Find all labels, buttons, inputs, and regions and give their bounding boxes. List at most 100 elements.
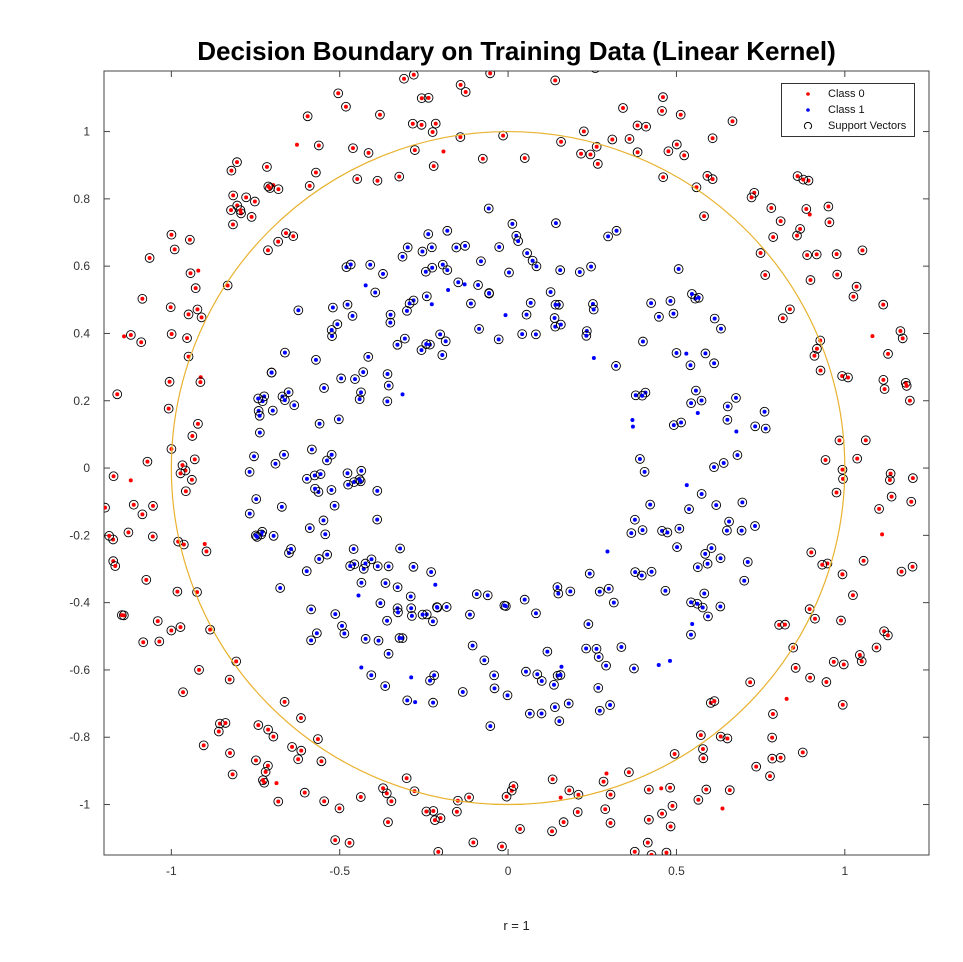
class-1-point bbox=[430, 619, 435, 624]
class-1-point bbox=[468, 301, 473, 306]
support-vector-marker bbox=[883, 630, 893, 641]
class-0-point bbox=[190, 433, 195, 438]
support-vector-marker bbox=[812, 343, 822, 354]
support-vector-marker bbox=[696, 489, 707, 499]
support-vector-marker bbox=[657, 106, 667, 116]
class-0-point bbox=[410, 121, 415, 126]
support-vector-marker bbox=[815, 335, 826, 346]
class-1-point bbox=[633, 393, 638, 398]
class-1-point bbox=[375, 488, 380, 493]
class-0-point bbox=[626, 770, 631, 775]
support-vector-marker bbox=[435, 813, 446, 823]
class-0-point bbox=[150, 534, 155, 539]
class-1-point bbox=[591, 355, 596, 360]
class-1-point bbox=[435, 605, 440, 610]
support-vector-marker bbox=[874, 504, 884, 514]
class-1-point bbox=[614, 228, 619, 233]
class-1-point bbox=[304, 476, 309, 481]
support-vector-marker bbox=[224, 674, 235, 685]
support-vector-marker bbox=[427, 127, 438, 137]
class-1-point bbox=[386, 564, 391, 569]
support-vector-marker bbox=[137, 293, 148, 304]
support-vector-marker bbox=[698, 753, 709, 764]
class-1-point bbox=[402, 336, 407, 341]
class-1-point bbox=[527, 711, 532, 716]
support-vector-marker bbox=[192, 304, 203, 315]
support-vector-marker bbox=[266, 367, 277, 378]
support-vector-marker bbox=[524, 860, 533, 869]
support-vector-marker bbox=[810, 613, 820, 624]
class-0-point bbox=[718, 734, 723, 739]
support-vector-marker bbox=[304, 181, 315, 191]
class-1-point bbox=[558, 673, 563, 678]
support-vector-marker bbox=[594, 586, 605, 597]
support-vector-marker bbox=[467, 50, 476, 59]
class-1-point bbox=[721, 460, 726, 465]
class-0-point bbox=[419, 96, 424, 101]
support-vector-marker bbox=[394, 171, 405, 182]
support-vector-marker bbox=[550, 702, 560, 713]
class-1-point bbox=[533, 332, 538, 337]
class-0-point bbox=[861, 558, 866, 563]
support-vector-marker bbox=[226, 165, 237, 176]
support-vector-marker bbox=[531, 608, 541, 619]
support-vector-marker bbox=[674, 523, 685, 534]
support-vector-marker bbox=[581, 643, 591, 654]
support-vector-marker bbox=[253, 393, 264, 404]
support-vector-marker bbox=[399, 333, 410, 344]
support-vector-marker bbox=[393, 607, 403, 618]
class-0-point bbox=[801, 177, 806, 182]
class-0-point bbox=[411, 72, 416, 77]
support-vector-marker bbox=[676, 417, 686, 428]
class-0-point bbox=[880, 532, 885, 537]
class-1-point bbox=[329, 452, 334, 457]
class-1-point bbox=[350, 313, 355, 318]
support-vector-marker bbox=[330, 835, 341, 845]
class-1-point bbox=[606, 586, 611, 591]
support-vector-marker bbox=[515, 824, 525, 834]
support-vector-marker bbox=[593, 861, 602, 870]
support-vector-marker bbox=[385, 317, 396, 328]
class-1-point bbox=[695, 411, 700, 416]
class-1-point bbox=[309, 607, 314, 612]
support-vector-marker bbox=[750, 421, 761, 432]
support-vector-marker bbox=[467, 640, 478, 651]
class-0-point bbox=[282, 699, 287, 704]
support-vector-marker bbox=[616, 642, 627, 652]
support-vector-marker bbox=[175, 622, 186, 632]
support-vector-marker bbox=[370, 287, 381, 298]
support-vector-marker bbox=[693, 292, 704, 303]
support-vector-marker bbox=[375, 109, 385, 120]
class-0-point bbox=[536, 55, 540, 59]
support-vector-marker bbox=[425, 675, 435, 686]
support-vector-marker bbox=[416, 345, 427, 355]
class-0-point bbox=[433, 121, 438, 126]
support-vector-marker bbox=[646, 850, 657, 855]
support-vector-marker bbox=[521, 666, 531, 677]
support-vector-marker bbox=[629, 846, 640, 855]
class-1-point bbox=[709, 546, 714, 551]
class-0-point bbox=[698, 733, 703, 738]
support-vector-marker bbox=[536, 676, 547, 686]
y-tick-label: -1 bbox=[79, 798, 90, 812]
class-1-point bbox=[456, 280, 461, 285]
class-1-point bbox=[317, 421, 322, 426]
class-0-point bbox=[181, 690, 186, 695]
support-vector-marker bbox=[417, 609, 428, 620]
class-1-point bbox=[586, 622, 591, 627]
support-vector-marker bbox=[128, 499, 139, 510]
support-vector-marker bbox=[189, 454, 200, 465]
support-vector-marker bbox=[755, 248, 766, 258]
support-vector-marker bbox=[896, 566, 907, 577]
support-vector-marker bbox=[555, 319, 566, 330]
support-vector-marker bbox=[355, 792, 366, 802]
class-1-point bbox=[255, 534, 260, 539]
class-1-point bbox=[378, 601, 383, 606]
support-vector-marker bbox=[788, 642, 799, 653]
class-1-point bbox=[352, 377, 357, 382]
support-vector-marker bbox=[421, 291, 432, 302]
support-vector-marker bbox=[213, 726, 224, 737]
support-vector-marker bbox=[508, 781, 519, 791]
class-1-point bbox=[288, 546, 293, 551]
